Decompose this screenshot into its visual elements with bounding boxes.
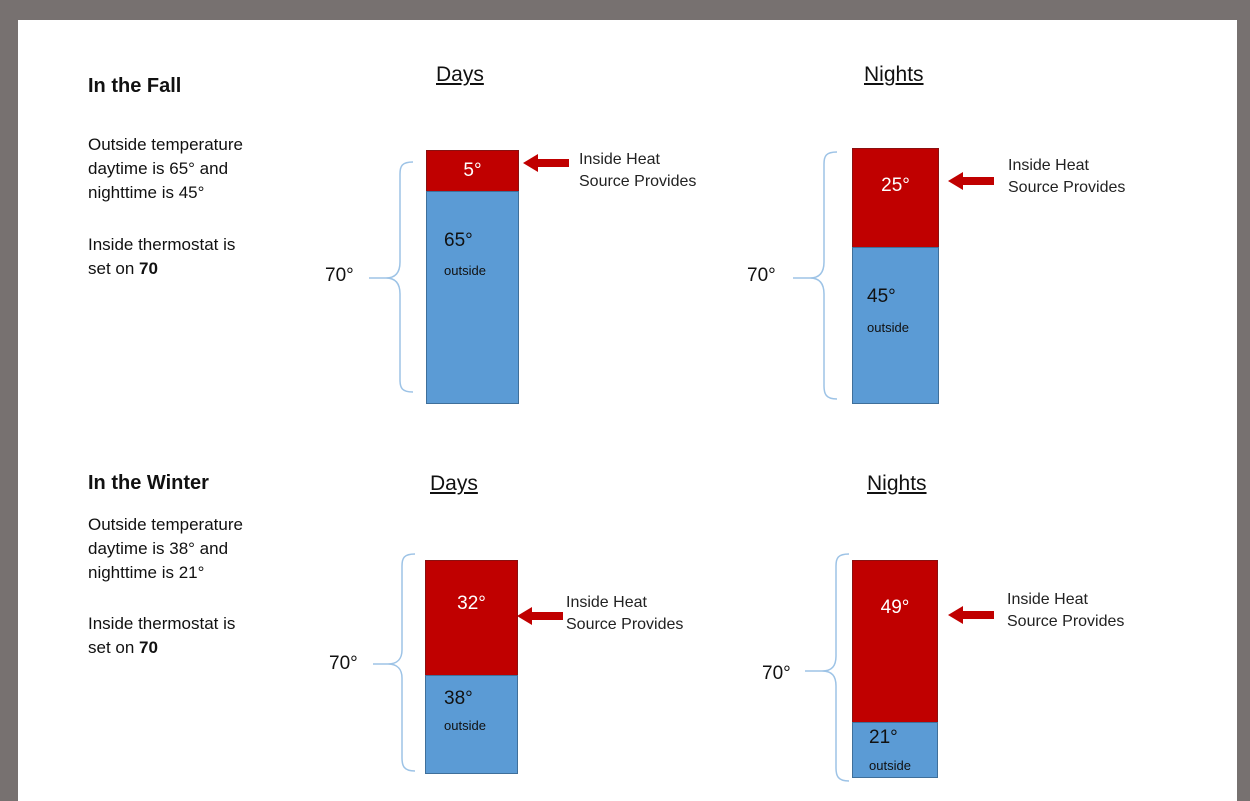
fall-nights-header: Nights bbox=[864, 63, 924, 86]
fall-days-header: Days bbox=[436, 63, 484, 86]
diagram-canvas: In the Fall Outside temperature daytime … bbox=[18, 20, 1237, 801]
fall-nights-total-label: 70° bbox=[747, 265, 776, 286]
winter-days-outside-value: 38° bbox=[444, 688, 473, 709]
winter-days-heat-segment: 32° bbox=[425, 560, 518, 676]
winter-days-header: Days bbox=[430, 472, 478, 495]
winter-nights-heat-segment: 49° bbox=[852, 560, 938, 723]
winter-days-outside-word: outside bbox=[444, 718, 486, 733]
left-arrow-icon bbox=[948, 606, 994, 624]
fall-nights-outside-value: 45° bbox=[867, 286, 896, 307]
fall-thermostat-line2: set on 70 bbox=[88, 259, 158, 278]
curly-brace-icon bbox=[369, 161, 414, 393]
winter-description: Outside temperature daytime is 38° and n… bbox=[88, 513, 243, 585]
fall-nights-heat-label: Inside Heat Source Provides bbox=[1008, 155, 1125, 199]
winter-nights-heat-line1: Inside Heat bbox=[1007, 591, 1088, 608]
fall-nights-heat-value: 25° bbox=[881, 175, 910, 196]
winter-section-title: In the Winter bbox=[88, 472, 209, 494]
fall-thermostat-text: Inside thermostat is set on 70 bbox=[88, 233, 235, 281]
winter-days-heat-value: 32° bbox=[457, 593, 486, 614]
winter-thermostat-text: Inside thermostat is set on 70 bbox=[88, 612, 235, 660]
fall-outside-line1: Outside temperature bbox=[88, 135, 243, 154]
fall-thermostat-line1: Inside thermostat is bbox=[88, 235, 236, 254]
fall-outside-line3: nighttime is 45° bbox=[88, 183, 205, 202]
winter-nights-heat-line2: Source Provides bbox=[1007, 613, 1125, 630]
winter-nights-total-label: 70° bbox=[762, 663, 791, 684]
curly-brace-icon bbox=[805, 553, 850, 782]
winter-days-heat-label: Inside Heat Source Provides bbox=[566, 592, 683, 636]
fall-days-outside-value: 65° bbox=[444, 230, 473, 251]
winter-days-outside-segment: 38° outside bbox=[425, 675, 518, 774]
fall-days-outside-word: outside bbox=[444, 263, 486, 278]
fall-days-heat-segment: 5° bbox=[426, 150, 519, 192]
winter-outside-line3: nighttime is 21° bbox=[88, 563, 205, 582]
winter-days-heat-line2: Source Provides bbox=[566, 616, 684, 633]
fall-nights-heat-segment: 25° bbox=[852, 148, 939, 248]
fall-nights-heat-line2: Source Provides bbox=[1008, 179, 1126, 196]
winter-thermostat-line2: set on 70 bbox=[88, 638, 158, 657]
fall-days-heat-value: 5° bbox=[463, 160, 482, 181]
winter-nights-outside-segment: 21° outside bbox=[852, 722, 938, 778]
left-arrow-icon bbox=[523, 154, 569, 172]
fall-nights-outside-segment: 45° outside bbox=[852, 247, 939, 404]
fall-days-heat-label: Inside Heat Source Provides bbox=[579, 149, 696, 193]
winter-thermostat-line1: Inside thermostat is bbox=[88, 614, 236, 633]
curly-brace-icon bbox=[373, 553, 416, 772]
fall-section-title: In the Fall bbox=[88, 75, 182, 97]
left-arrow-icon bbox=[517, 607, 563, 625]
winter-days-heat-line1: Inside Heat bbox=[566, 594, 647, 611]
fall-days-heat-line1: Inside Heat bbox=[579, 151, 660, 168]
winter-outside-line2: daytime is 38° and bbox=[88, 539, 229, 558]
left-arrow-icon bbox=[948, 172, 994, 190]
fall-days-heat-line2: Source Provides bbox=[579, 173, 697, 190]
winter-outside-line1: Outside temperature bbox=[88, 515, 243, 534]
winter-nights-outside-word: outside bbox=[869, 758, 911, 773]
winter-days-total-label: 70° bbox=[329, 653, 358, 674]
fall-description: Outside temperature daytime is 65° and n… bbox=[88, 133, 243, 205]
winter-nights-outside-value: 21° bbox=[869, 727, 898, 748]
fall-nights-outside-word: outside bbox=[867, 320, 909, 335]
fall-outside-line2: daytime is 65° and bbox=[88, 159, 229, 178]
curly-brace-icon bbox=[793, 151, 838, 400]
fall-thermostat-value: 70 bbox=[139, 259, 158, 278]
winter-nights-header: Nights bbox=[867, 472, 927, 495]
winter-thermostat-value: 70 bbox=[139, 638, 158, 657]
fall-days-total-label: 70° bbox=[325, 265, 354, 286]
fall-days-outside-segment: 65° outside bbox=[426, 191, 519, 404]
fall-nights-heat-line1: Inside Heat bbox=[1008, 157, 1089, 174]
winter-nights-heat-value: 49° bbox=[880, 597, 910, 618]
winter-nights-heat-label: Inside Heat Source Provides bbox=[1007, 589, 1124, 633]
